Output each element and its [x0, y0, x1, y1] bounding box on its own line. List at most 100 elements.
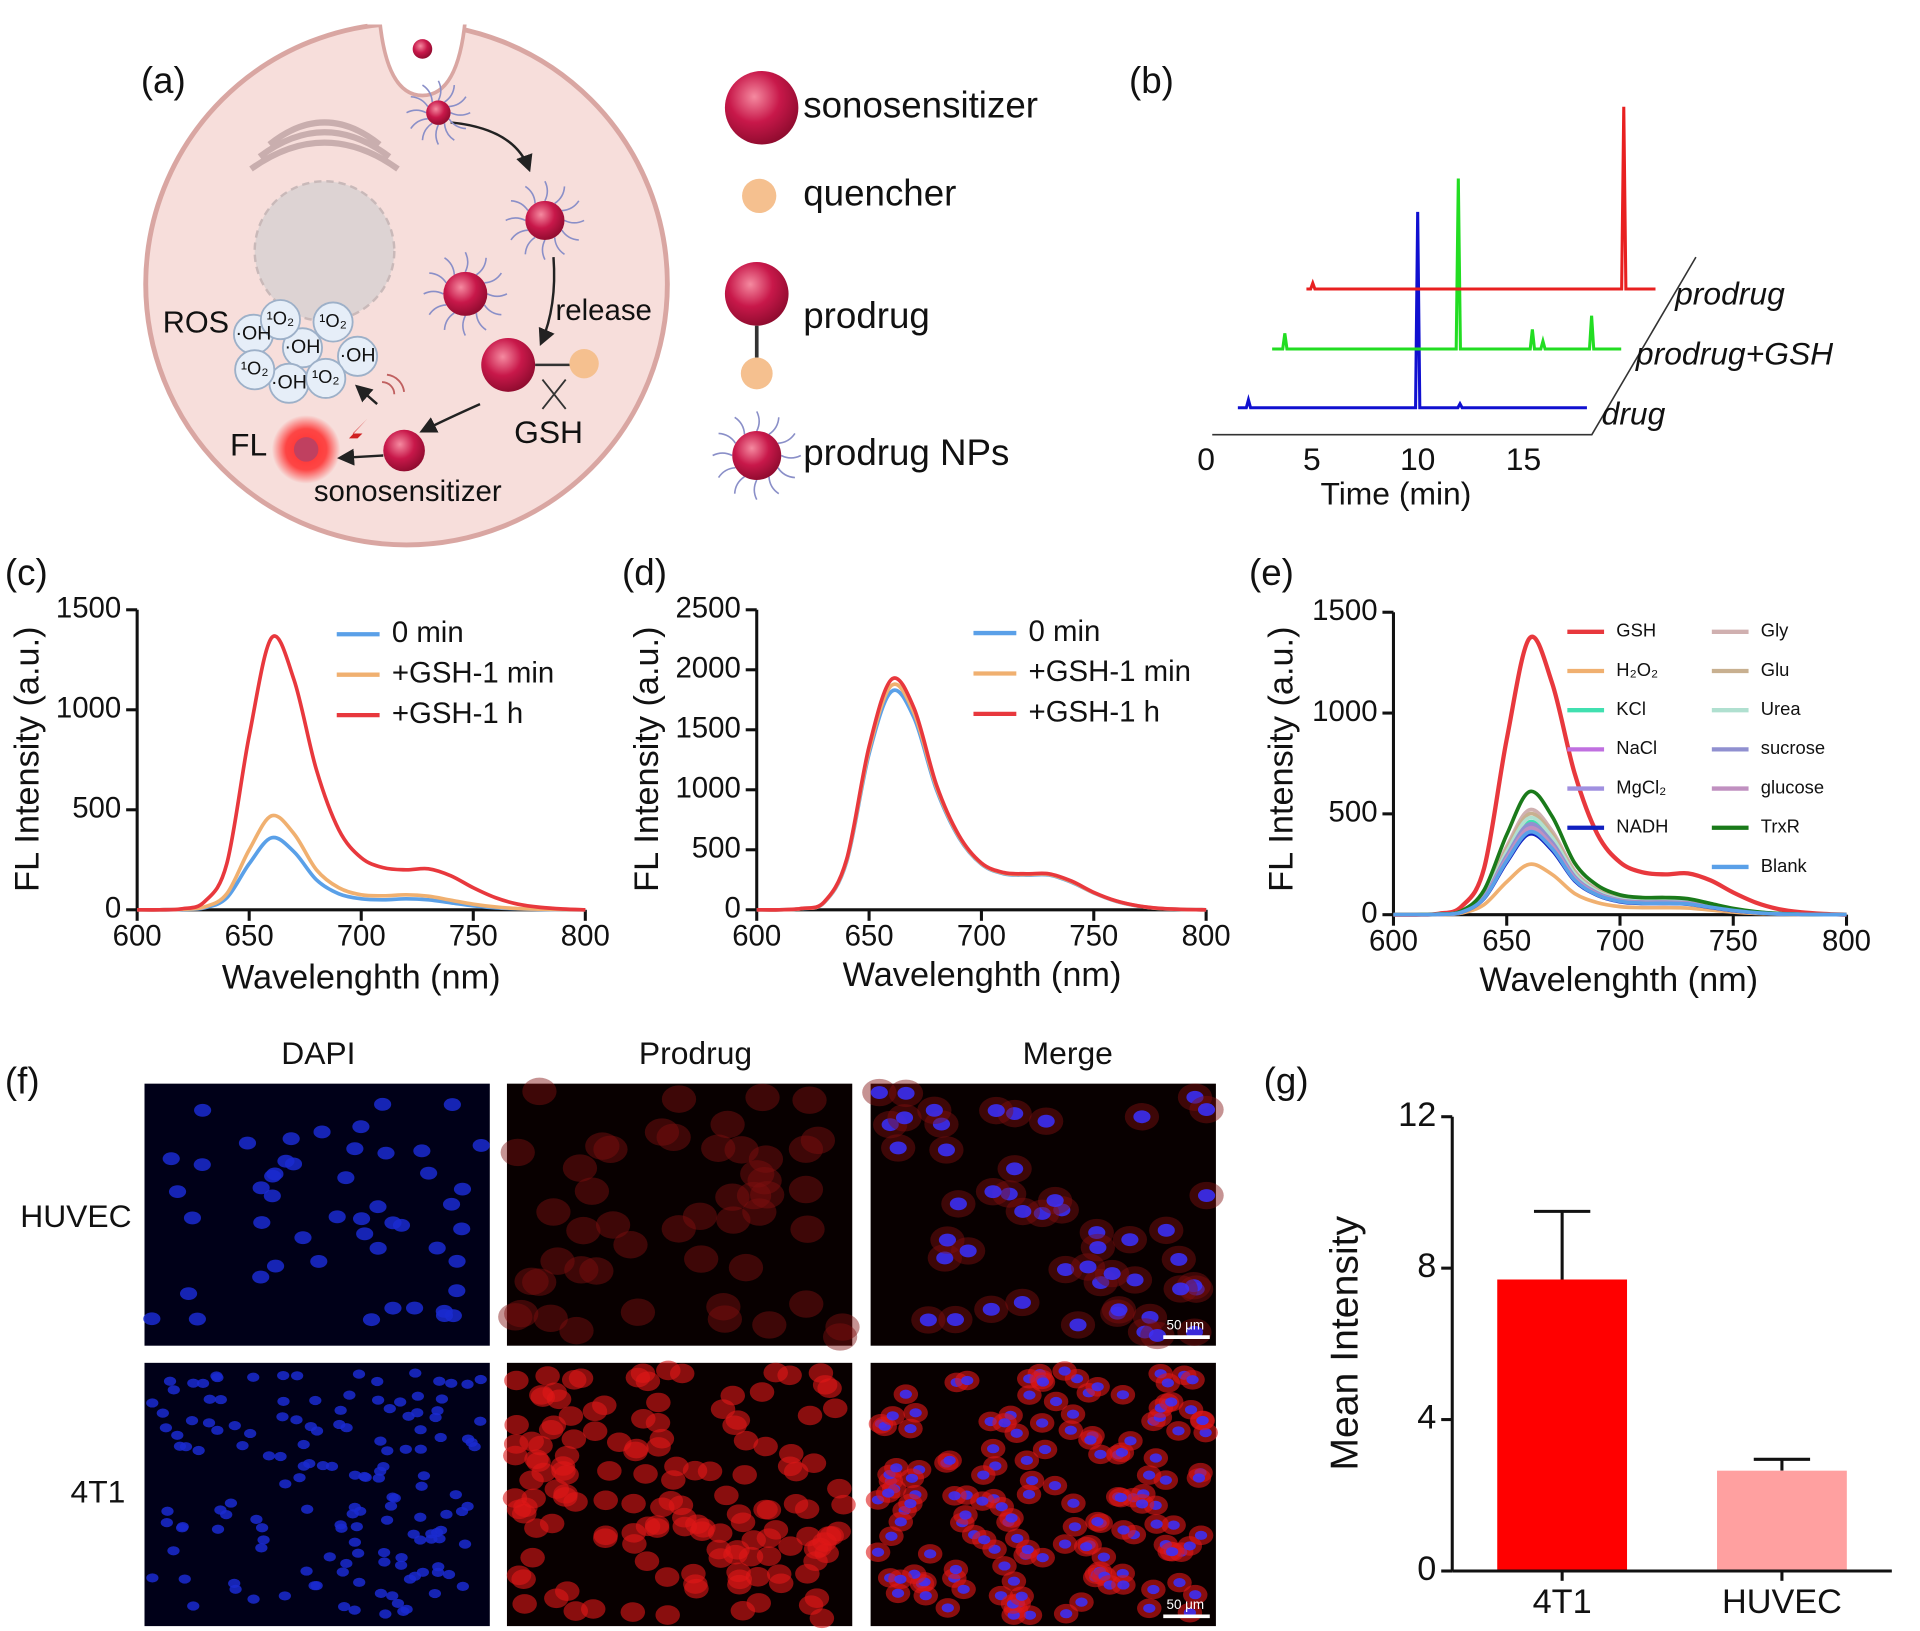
- nucleus: [1056, 1263, 1075, 1276]
- nucleus: [1135, 1499, 1149, 1509]
- nucleus: [411, 1391, 424, 1401]
- column-label: Prodrug: [639, 1035, 752, 1071]
- nucleus: [431, 1567, 445, 1577]
- legend-label: +GSH-1 h: [392, 697, 523, 730]
- nucleus: [904, 1498, 917, 1509]
- nucleus: [414, 1512, 427, 1522]
- cytoplasm: [568, 1368, 594, 1389]
- cytoplasm: [522, 1268, 557, 1296]
- cytoplasm: [707, 1523, 733, 1543]
- particle: [481, 337, 536, 392]
- spectrum-line: [1393, 634, 1847, 917]
- nucleus: [336, 1567, 349, 1577]
- row-label: HUVEC: [20, 1198, 131, 1234]
- nucleus: [333, 1419, 346, 1430]
- cytoplasm: [732, 1465, 757, 1485]
- np-chain: [484, 272, 503, 284]
- nucleus: [325, 1461, 339, 1471]
- arrow: [419, 402, 481, 433]
- cytoplasm: [736, 1181, 772, 1210]
- nucleus: [995, 1502, 1008, 1512]
- nucleus: [1037, 1114, 1055, 1128]
- cytoplasm: [535, 1366, 560, 1386]
- legend-quencher-part: [740, 357, 773, 390]
- cytoplasm: [529, 1385, 554, 1405]
- legend-label: glucose: [1761, 776, 1824, 797]
- nucleus: [338, 1601, 351, 1612]
- nucleus: [1023, 1610, 1037, 1620]
- x-axis-label: Time (min): [1320, 475, 1471, 511]
- nucleus: [185, 1416, 199, 1426]
- x-tick-label: 800: [561, 920, 610, 953]
- cytoplasm: [720, 1385, 746, 1406]
- nucleus: [882, 1488, 895, 1498]
- nucleus: [348, 1605, 361, 1615]
- nucleus: [397, 1606, 410, 1616]
- panel-label: (c): [5, 552, 48, 593]
- golgi: [249, 119, 400, 172]
- y-tick-label: 0: [105, 892, 121, 925]
- legend-label: TrxR: [1761, 816, 1800, 837]
- cytoplasm: [551, 1461, 576, 1481]
- nucleus: [957, 1584, 970, 1594]
- nucleus: [1110, 1303, 1128, 1317]
- nucleus: [352, 1369, 366, 1379]
- nucleus: [941, 1603, 954, 1613]
- nucleus: [959, 1244, 977, 1258]
- nucleus: [1021, 1544, 1034, 1555]
- y-tick-label: 1000: [56, 692, 121, 725]
- nucleus: [1091, 1517, 1104, 1527]
- nucleus: [282, 1132, 300, 1146]
- cytoplasm: [819, 1525, 844, 1546]
- cytoplasm: [809, 1608, 835, 1629]
- nucleus: [1148, 1329, 1166, 1342]
- cytoplasm: [795, 1564, 820, 1584]
- ros-label: ·OH: [340, 344, 376, 366]
- cytoplasm: [620, 1602, 646, 1622]
- np-chain: [444, 257, 456, 275]
- x-tick-label: 600: [1369, 925, 1418, 958]
- chromatogram-trace: [1306, 106, 1656, 291]
- nucleus: [253, 1216, 271, 1229]
- nucleus: [425, 1534, 438, 1544]
- nucleus: [277, 1396, 290, 1407]
- nucleus: [431, 1406, 444, 1416]
- cytoplasm: [716, 1206, 751, 1234]
- nucleus: [1084, 1435, 1097, 1445]
- nucleus: [383, 1404, 396, 1414]
- nucleus: [328, 1210, 346, 1224]
- nucleus: [1005, 1513, 1018, 1523]
- cytoplasm: [593, 1525, 619, 1546]
- nucleus: [919, 1313, 937, 1327]
- x-tick-label: 750: [1069, 920, 1118, 953]
- nucleus: [1133, 1110, 1151, 1124]
- nucleus: [1067, 1498, 1080, 1508]
- np-chain: [443, 312, 455, 330]
- cytoplasm: [778, 1536, 803, 1556]
- nucleus: [1185, 1279, 1203, 1293]
- np-chain: [541, 239, 546, 260]
- bubble: [259, 299, 301, 341]
- nucleus: [1186, 1090, 1204, 1104]
- cytoplasm: [726, 1562, 751, 1583]
- nucleus: [402, 1411, 415, 1421]
- cytoplasm: [684, 1245, 719, 1273]
- cell-diagram: ·OH ·OH ·OH ·OH ¹O₂ ¹O₂ ¹O₂ ¹O₂ ROS rele…: [143, 0, 670, 548]
- cytoplasm: [561, 1429, 587, 1450]
- cytoplasm: [748, 1145, 784, 1173]
- nucleus: [1058, 1539, 1072, 1549]
- np-chain: [524, 185, 536, 204]
- np-chain: [561, 229, 579, 241]
- y-tick-label: 0: [1417, 1550, 1436, 1588]
- nucleus: [255, 1523, 269, 1533]
- nucleus: [188, 1312, 206, 1326]
- cytoplasm: [790, 1215, 825, 1243]
- nucleus: [178, 1574, 191, 1584]
- lightning: [345, 418, 368, 451]
- arrow: [450, 121, 533, 173]
- nucleus: [932, 1117, 951, 1131]
- release-label: release: [556, 294, 652, 327]
- nucleus: [310, 1254, 328, 1268]
- cytoplasm: [597, 1461, 622, 1481]
- nucleus: [1173, 1578, 1186, 1588]
